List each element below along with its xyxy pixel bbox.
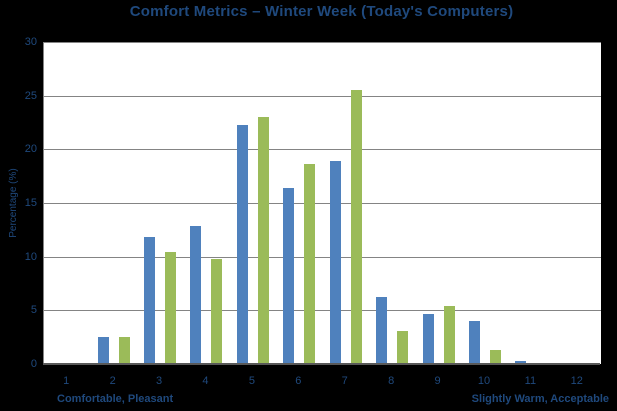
x-tick-label: 10 [477,375,491,387]
y-tick-label: 10 [24,250,37,263]
bar-blue-cat3 [144,237,156,364]
x-tick-label: 1 [63,375,70,387]
bar-blue-cat9 [422,313,434,364]
bar-green-cat9 [443,306,455,364]
x-tick-label: 7 [341,375,348,387]
bar-green-cat5 [257,117,269,364]
gridline [44,42,601,43]
x-tick-label: 6 [295,375,302,387]
x-axis-line [43,363,600,365]
bar-blue-cat5 [236,124,248,364]
y-tick-label: 5 [30,304,37,317]
x-tick-label: 11 [524,375,537,387]
bar-green-cat10 [489,350,501,364]
y-tick-label: 0 [30,358,37,370]
bar-green-cat6 [304,164,316,364]
x-axis-annotation-left: Comfortable, Pleasant [57,393,174,405]
bar-green-cat3 [165,252,177,364]
x-tick-label: 2 [109,375,116,387]
y-tick-label: 15 [24,197,37,209]
bar-blue-cat11 [515,360,527,364]
chart-title: Comfort Metrics – Winter Week (Today's C… [129,3,514,20]
x-tick-label: 3 [155,375,163,387]
bar-green-cat8 [397,330,409,364]
x-axis-annotation-right: Slightly Warm, Acceptable [471,393,609,405]
y-tick-label: 30 [24,36,37,48]
gridline [44,256,601,258]
bar-blue-cat6 [283,187,295,364]
bar-green-cat4 [211,258,223,364]
gridline [44,149,601,151]
bar-green-cat7 [350,90,362,364]
bar-green-cat2 [118,337,130,364]
plot-area [43,42,601,364]
bar-blue-cat4 [190,225,202,364]
bar-blue-cat7 [329,161,341,364]
gridline [44,310,601,312]
y-tick-label: 20 [24,143,37,156]
bar-blue-cat2 [97,337,109,364]
gridline [44,95,601,97]
x-tick-label: 12 [570,375,583,387]
bar-blue-cat8 [376,297,388,364]
bar-blue-cat10 [468,321,480,364]
x-tick-label: 4 [202,375,209,387]
x-tick-label: 9 [434,375,441,387]
x-tick-label: 5 [248,375,255,387]
gridline [44,203,601,204]
y-tick-label: 25 [24,89,37,102]
x-tick-label: 8 [388,375,395,387]
